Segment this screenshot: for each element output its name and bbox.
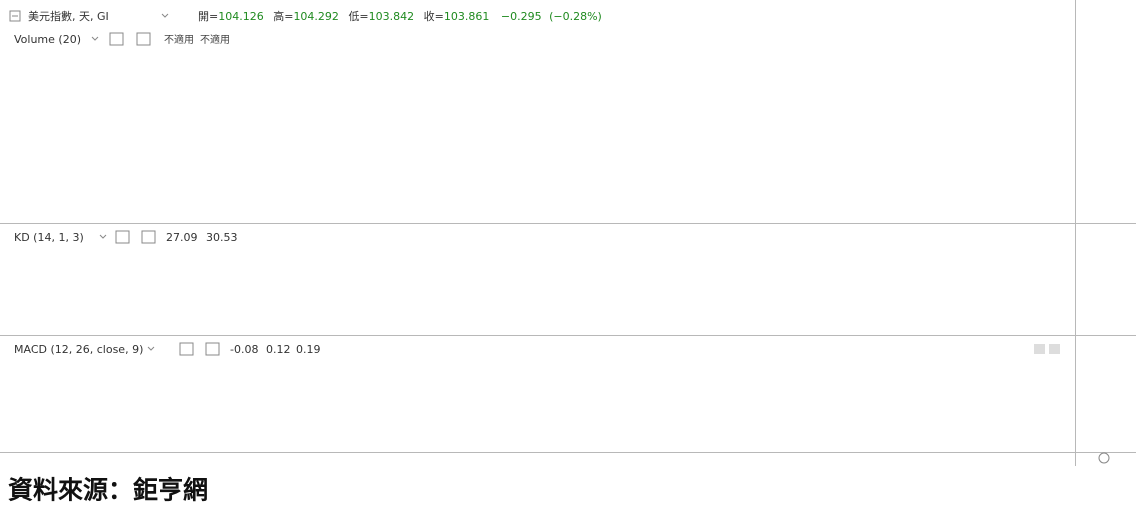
chevron[interactable] [161, 13, 169, 18]
high-label: 高= [273, 9, 293, 23]
open-value: 104.126 [218, 10, 264, 23]
collapse-icon[interactable] [9, 10, 21, 22]
d-value: 30.53 [206, 231, 238, 244]
pane-down-button[interactable] [1049, 344, 1060, 354]
change-pct: (−0.28%) [549, 10, 602, 23]
remove-icon[interactable] [141, 230, 156, 244]
na-label: 不適用 [200, 33, 230, 46]
high-value: 104.292 [293, 10, 339, 23]
volume-label: Volume (20) [14, 33, 81, 46]
chevron[interactable] [91, 36, 99, 41]
ohlc: 開=104.126 高=104.292 低=103.842 收=103.861 … [198, 9, 602, 23]
visibility-icon[interactable] [179, 342, 194, 356]
na-label: 不適用 [164, 33, 194, 46]
close-value: 103.861 [444, 10, 490, 23]
remove-icon[interactable] [205, 342, 220, 356]
k-value: 27.09 [166, 231, 198, 244]
macd-title: MACD (12, 26, close, 9) [14, 343, 143, 356]
low-value: 103.842 [369, 10, 415, 23]
chevron[interactable] [147, 346, 155, 351]
symbol: 美元指數, 天, GI [28, 9, 109, 23]
pane-up-button[interactable] [1034, 344, 1045, 354]
open-label: 開= [198, 10, 218, 23]
change: −0.295 [501, 10, 542, 23]
macd-value: 0.12 [266, 343, 291, 356]
remove-icon[interactable] [136, 32, 151, 46]
kd-title: KD (14, 1, 3) [14, 231, 84, 244]
settings-icon[interactable] [1098, 452, 1110, 464]
low-label: 低= [348, 10, 368, 23]
signal-value: 0.19 [296, 343, 321, 356]
visibility-icon[interactable] [115, 230, 130, 244]
visibility-icon[interactable] [109, 32, 124, 46]
close-label: 收= [424, 9, 444, 23]
source: 資料來源：鉅亨網 [8, 476, 208, 505]
chevron[interactable] [99, 234, 107, 239]
hist-value: -0.08 [230, 343, 258, 356]
